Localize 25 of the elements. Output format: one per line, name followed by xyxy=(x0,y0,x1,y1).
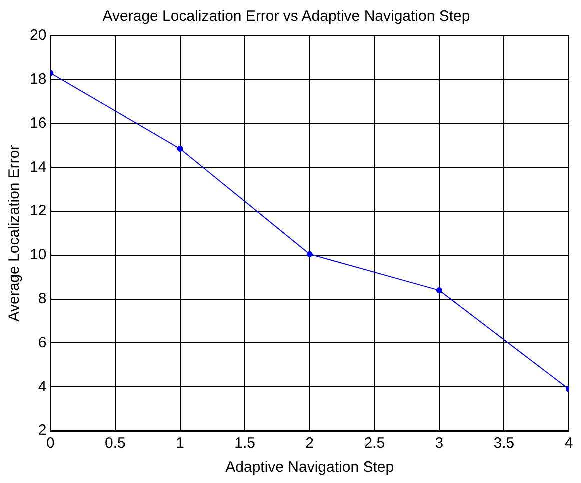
x-tick-label: 2.5 xyxy=(364,435,386,452)
chart-title: Average Localization Error vs Adaptive Navigation Step xyxy=(102,8,470,26)
x-tick-label: 2 xyxy=(306,435,314,452)
y-tick-label: 18 xyxy=(30,71,47,88)
y-axis-title: Average Localization Error xyxy=(6,145,24,322)
y-tick-label: 14 xyxy=(30,158,47,176)
x-tick-label: 0 xyxy=(46,435,55,452)
y-tick-label: 2 xyxy=(38,422,47,440)
y-tick-label: 8 xyxy=(38,290,47,308)
y-tick-label: 20 xyxy=(30,27,47,44)
y-tick-label: 6 xyxy=(38,334,47,352)
x-tick-label: 4 xyxy=(564,435,574,452)
y-tick-label: 10 xyxy=(30,246,47,264)
x-tick-label: 3.5 xyxy=(494,435,515,452)
point xyxy=(306,251,313,258)
x-tick-label: 3 xyxy=(435,435,444,452)
x-axis-title: Adaptive Navigation Step xyxy=(226,459,394,476)
y-tick-label: 12 xyxy=(30,202,47,220)
point xyxy=(436,288,442,294)
point xyxy=(177,146,184,152)
y-tick-label: 16 xyxy=(30,114,47,132)
y-tick-label: 4 xyxy=(38,378,47,396)
x-tick-label: 1.5 xyxy=(234,435,256,452)
x-tick-label: 1 xyxy=(176,435,184,452)
x-tick-label: 0.5 xyxy=(105,435,126,452)
